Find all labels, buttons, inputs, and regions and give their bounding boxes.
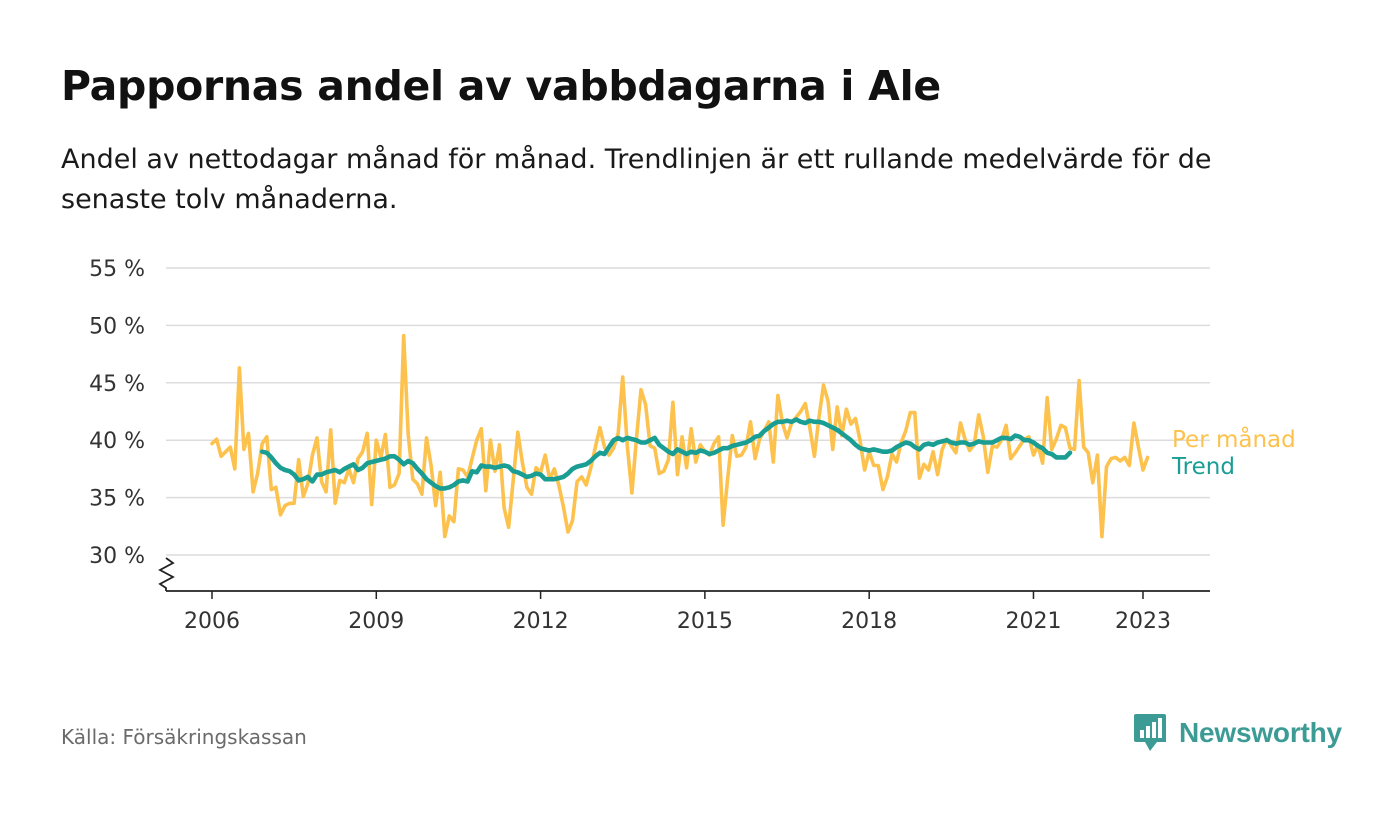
y-tick-label: 30 %	[89, 544, 145, 569]
series-label-per-manad: Per månad	[1172, 425, 1296, 453]
x-tick-label: 2015	[677, 609, 733, 634]
brand-name: Newsworthy	[1179, 717, 1342, 748]
x-tick-label: 2009	[348, 609, 404, 634]
x-axis-ticks: 2006 2009 2012 2015 2018 2021 2023	[184, 591, 1171, 634]
axis-break-icon	[158, 557, 175, 591]
source-note: Källa: Försäkringskassan	[61, 725, 307, 749]
series-lines	[210, 333, 1150, 539]
x-axis	[158, 557, 1210, 592]
y-tick-label: 35 %	[89, 487, 145, 512]
y-tick-label: 45 %	[89, 372, 145, 397]
x-tick-label: 2023	[1115, 609, 1171, 634]
newsworthy-logo-icon	[1134, 714, 1166, 751]
x-tick-label: 2021	[1005, 609, 1061, 634]
chart-subtitle: Andel av nettodagar månad för månad. Tre…	[61, 144, 1212, 215]
brand-logo: Newsworthy	[1133, 713, 1342, 753]
chart-title: Pappornas andel av vabbdagarna i Ale	[61, 62, 941, 110]
x-tick-label: 2012	[513, 609, 569, 634]
grid-lines	[166, 267, 1210, 556]
series-line-trend	[259, 417, 1073, 491]
y-axis-ticks: 30 % 35 % 40 % 45 % 50 % 55 %	[89, 257, 145, 569]
series-label-trend: Trend	[1171, 454, 1235, 480]
x-tick-label: 2018	[841, 609, 897, 634]
line-chart: 30 % 35 % 40 % 45 % 50 % 55 % 2006 2009 2012 201…	[89, 257, 1296, 634]
y-tick-label: 40 %	[89, 429, 145, 454]
x-tick-label: 2006	[184, 609, 240, 634]
series-line-per-manad	[210, 333, 1150, 539]
y-tick-label: 50 %	[89, 314, 145, 339]
y-tick-label: 55 %	[89, 257, 145, 282]
